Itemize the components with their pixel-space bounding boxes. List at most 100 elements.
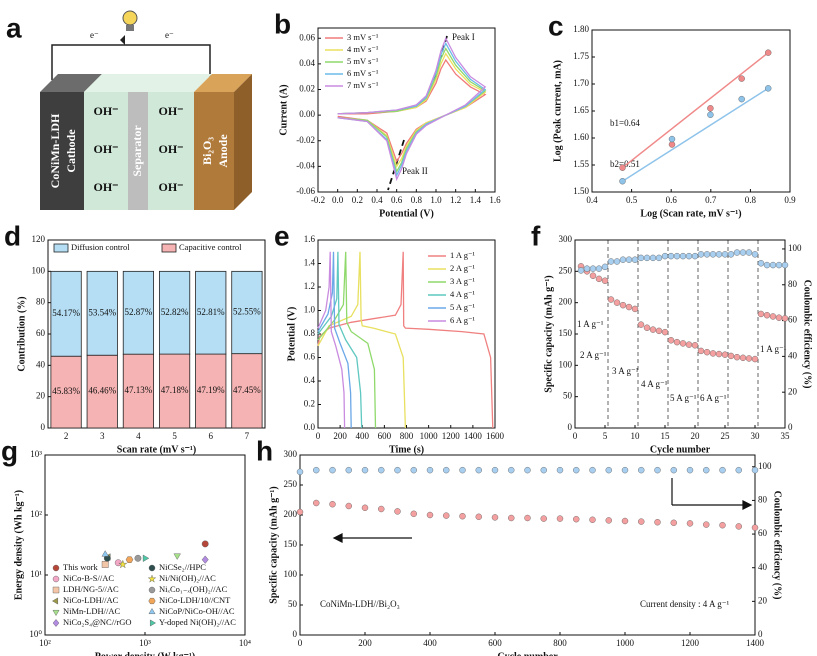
x-axis-label: Cycle number	[650, 444, 711, 455]
point	[655, 254, 663, 262]
point	[631, 256, 639, 263]
y2-tick-label: 40	[758, 562, 768, 572]
bar-value-label: 47.19%	[197, 385, 225, 395]
point	[394, 508, 401, 515]
ion-label: OH⁻	[93, 104, 118, 118]
legend-swatch	[52, 564, 60, 572]
x-tick-label: 0.7	[705, 195, 717, 205]
y-tick-label: 1.6	[304, 234, 316, 244]
legend-swatch	[161, 243, 177, 253]
legend-label: Capacitive control	[179, 242, 242, 252]
legend-label: Diffusion control	[71, 242, 130, 252]
point	[703, 348, 711, 356]
y-tick-label: 300	[284, 449, 298, 459]
ion-label: OH⁻	[93, 142, 118, 156]
point	[738, 95, 745, 103]
panel-letter: h	[256, 435, 273, 466]
y-tick-label: 0.06	[299, 32, 315, 42]
point	[619, 256, 627, 263]
y-tick-label: 1.4	[304, 258, 316, 268]
y2-axis-label: Coulombic efficiency (%)	[802, 280, 813, 389]
anode-label: Bi₂O₃	[200, 137, 214, 165]
legend-swatch	[52, 586, 60, 594]
point	[739, 249, 747, 256]
panel-letter: f	[531, 220, 541, 251]
point	[661, 328, 669, 336]
point	[751, 251, 759, 258]
ion-label: OH⁻	[158, 142, 183, 156]
point	[637, 254, 645, 262]
y2-tick-label: 100	[788, 243, 802, 253]
y-tick-label: 120	[32, 234, 46, 244]
point	[625, 303, 633, 311]
bar-value-label: 54.17%	[52, 308, 80, 318]
point	[361, 504, 369, 511]
legend-swatch	[148, 607, 156, 614]
y-tick-label: 10³	[30, 449, 42, 459]
anode-top	[194, 74, 252, 92]
legend-swatch	[148, 564, 156, 572]
y2-tick-label: 60	[788, 315, 798, 325]
point	[707, 105, 714, 112]
plot-frame	[317, 27, 496, 193]
y-tick-label: 0.6	[304, 352, 316, 362]
point	[719, 522, 726, 529]
x-axis-label: Log (Scan rate, mV s⁻¹)	[640, 208, 741, 219]
point	[443, 512, 450, 519]
x-tick-label: 1200	[442, 431, 461, 441]
point	[738, 75, 745, 82]
x-tick-label: 1.4	[470, 195, 482, 205]
legend-swatch	[52, 619, 60, 627]
x-tick-label: 7	[245, 431, 250, 441]
point	[751, 466, 759, 474]
point	[313, 499, 320, 507]
x-tick-label: 1400	[746, 638, 765, 648]
point	[607, 258, 615, 265]
point	[540, 515, 547, 522]
point	[378, 466, 385, 474]
y2-tick-label: 80	[788, 279, 798, 289]
y-tick-label: 1.80	[573, 24, 589, 34]
point	[607, 296, 615, 303]
point	[625, 256, 633, 263]
point	[573, 516, 580, 523]
point	[631, 305, 639, 313]
point	[733, 353, 741, 361]
point	[733, 249, 741, 256]
bar-segment	[50, 270, 82, 357]
x-tick-label: 0	[573, 431, 578, 441]
point	[673, 338, 681, 346]
legend-label: 6 mV s⁻¹	[347, 68, 379, 78]
point	[556, 466, 564, 474]
y-tick-label: 300	[559, 234, 573, 244]
anode-side	[234, 74, 252, 210]
y-tick-label: 250	[284, 479, 298, 489]
bar-value-label: 46.46%	[88, 386, 116, 396]
y2-tick-label: 80	[758, 494, 768, 504]
bar-segment	[122, 270, 155, 355]
y2-tick-label: 60	[758, 528, 768, 538]
point	[583, 265, 591, 272]
point	[313, 466, 320, 474]
legend-label: 7 mV s⁻¹	[347, 80, 379, 90]
point	[589, 272, 597, 279]
point	[655, 327, 663, 335]
x-tick-label: 1400	[464, 431, 483, 441]
point	[508, 466, 515, 474]
point	[589, 516, 596, 523]
x-tick-label: 10³	[139, 638, 151, 648]
legend-label: 3 mV s⁻¹	[347, 32, 379, 42]
bar-segment	[195, 270, 227, 355]
fit-line	[622, 52, 769, 169]
electrolyte-top	[84, 74, 212, 92]
cathode-top	[40, 74, 102, 92]
axis-arrows	[332, 478, 753, 543]
point	[601, 277, 609, 284]
y-tick-label: 1.65	[573, 105, 589, 115]
legend-label: 4 A g⁻¹	[450, 289, 475, 299]
point	[721, 251, 729, 258]
y-tick-label: 250	[559, 265, 573, 275]
y-axis-label: Energy density (Wh kg⁻¹)	[13, 490, 24, 600]
x-tick-label: 5	[172, 431, 177, 441]
y-axis-label: Specific capacity (mAh g⁻¹)	[543, 275, 554, 392]
